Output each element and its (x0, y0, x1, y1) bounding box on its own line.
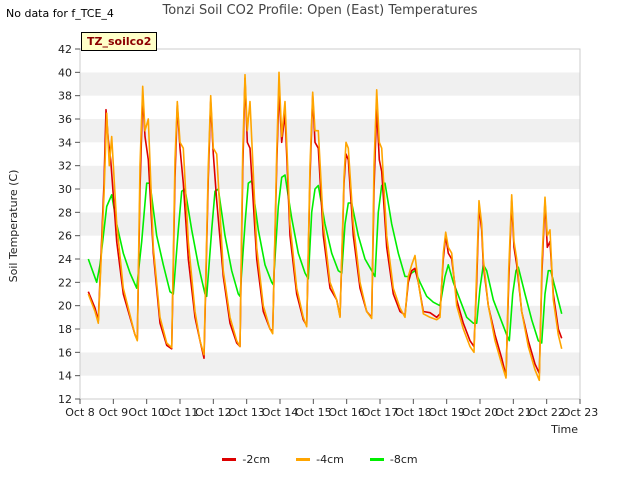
x-tick-label: Oct 12 (195, 406, 232, 419)
legend-item: -4cm (296, 453, 344, 466)
x-tick-label: Oct 16 (328, 406, 365, 419)
y-tick-label: 28 (58, 206, 72, 219)
grid-band (80, 305, 580, 329)
x-tick-label: Oct 15 (295, 406, 332, 419)
grid-band (80, 49, 580, 73)
y-tick-label: 36 (58, 113, 72, 126)
no-data-note: No data for f_TCE_4 (6, 7, 114, 20)
x-tick-label: Oct 8 (65, 406, 95, 419)
y-tick-label: 22 (58, 276, 72, 289)
legend-swatch (369, 458, 384, 461)
x-tick-label: Oct 22 (528, 406, 565, 419)
x-tick-label: Oct 17 (362, 406, 399, 419)
site-tag-label: TZ_soilco2 (81, 32, 158, 51)
x-tick-label: Oct 19 (428, 406, 465, 419)
series-line-minus-4cm (87, 71, 563, 382)
y-axis-ticks: 12 14 16 18 20 22 24 26 28 30 32 34 36 38 40 42 (58, 43, 80, 406)
y-tick-label: 18 (58, 323, 72, 336)
series-lines (87, 71, 563, 382)
grid-band (80, 212, 580, 236)
legend: -2cm -4cm -8cm (0, 453, 640, 466)
y-tick-label: 24 (58, 253, 72, 266)
grid-band (80, 189, 580, 213)
x-tick-label: Oct 10 (128, 406, 165, 419)
x-tick-label: Oct 13 (228, 406, 265, 419)
legend-item: -2cm (222, 453, 270, 466)
series-line-minus-8cm (87, 174, 563, 344)
legend-label: -2cm (242, 453, 271, 466)
grid-band (80, 352, 580, 376)
x-tick-label: Oct 21 (495, 406, 532, 419)
y-tick-label: 32 (58, 160, 72, 173)
x-tick-label: Oct 20 (462, 406, 499, 419)
chart-title: Tonzi Soil CO2 Profile: Open (East) Temp… (162, 3, 478, 18)
grid-band (80, 165, 580, 189)
y-tick-label: 40 (58, 66, 72, 79)
legend-label: -8cm (389, 453, 418, 466)
grid-band (80, 375, 580, 399)
grid-band (80, 119, 580, 143)
y-tick-label: 26 (58, 230, 72, 243)
y-tick-label: 30 (58, 183, 72, 196)
legend-swatch (222, 458, 237, 461)
x-tick-label: Oct 14 (262, 406, 299, 419)
y-tick-label: 16 (58, 346, 72, 359)
y-tick-label: 20 (58, 300, 72, 313)
grid-band (80, 142, 580, 166)
x-tick-label: Oct 18 (395, 406, 432, 419)
grid-band (80, 95, 580, 119)
legend-swatch (296, 458, 311, 461)
x-tick-label: Oct 23 (562, 406, 599, 419)
x-tick-label: Oct 11 (162, 406, 199, 419)
grid-band (80, 72, 580, 96)
y-tick-label: 38 (58, 90, 72, 103)
y-tick-label: 34 (58, 136, 72, 149)
legend-label: -4cm (316, 453, 344, 466)
legend-item: -8cm (369, 453, 418, 466)
x-tick-label: Oct 9 (99, 406, 129, 419)
y-axis-label: Soil Temperature (C) (7, 170, 20, 283)
y-tick-label: 14 (58, 370, 72, 383)
plot-frame (79, 48, 581, 400)
x-axis-label: Time (550, 423, 578, 436)
y-tick-label: 42 (58, 43, 72, 56)
y-tick-label: 12 (58, 393, 72, 406)
